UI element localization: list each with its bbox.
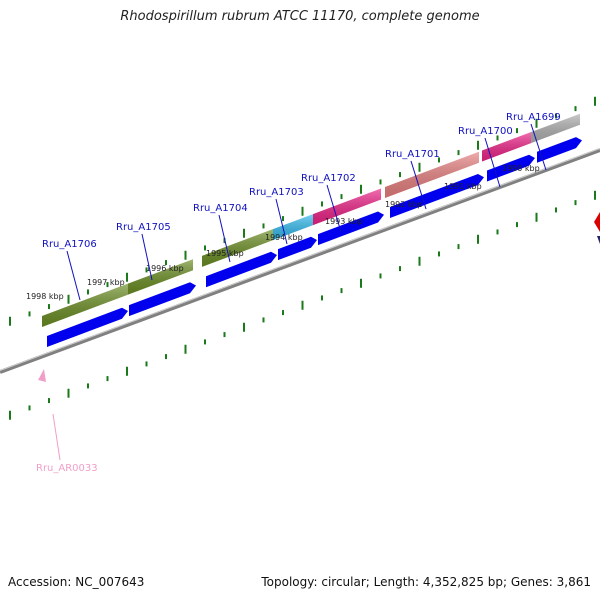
gene-label-leader: [410, 160, 427, 210]
kbp-label: 1991 kbp: [444, 182, 482, 191]
gene-label-leader: [326, 184, 342, 233]
cds-arrow-rru_a1706[interactable]: [47, 307, 128, 347]
gene-label-rru_a1705[interactable]: Rru_A1705: [116, 222, 171, 233]
gene-feature-shading: [202, 229, 273, 267]
upper-tick-ruler: [9, 96, 596, 326]
sequence-backbone: [0, 148, 600, 374]
backbone-highlight: [0, 148, 600, 371]
lower-tick-ruler: [9, 190, 596, 420]
gene-label-leader: [484, 137, 501, 188]
gene-label-leader: [141, 233, 153, 281]
kbp-label: 1992 kbp: [385, 200, 423, 209]
kbp-label: 1996 kbp: [146, 264, 184, 273]
gene-label-leader: [275, 198, 288, 245]
kbp-label: 1995 kbp: [206, 249, 244, 258]
gene-feature-shading: [128, 259, 193, 295]
rna-label-leader: [52, 413, 61, 461]
gene-feature-shading: [385, 151, 479, 199]
cds-arrow-rru_a1700[interactable]: [487, 154, 535, 182]
offscreen-feature-dark: [597, 236, 600, 244]
gene-label-leader: [530, 123, 547, 171]
gene-label-leader: [218, 214, 231, 263]
rna-label-rru_ar0033[interactable]: Rru_AR0033: [36, 463, 98, 474]
topology-label: Topology: circular; Length: 4,352,825 bp…: [261, 575, 591, 589]
gene-label-rru_a1703[interactable]: Rru_A1703: [249, 187, 304, 198]
cds-arrow-rru_a1705[interactable]: [129, 282, 196, 317]
kbp-label: 1997 kbp: [87, 278, 125, 287]
gene-label-rru_a1702[interactable]: Rru_A1702: [301, 173, 356, 184]
gene-label-rru_a1700[interactable]: Rru_A1700: [458, 126, 513, 137]
cds-arrow-rru_a1702[interactable]: [318, 211, 384, 246]
gene-label-rru_a1699[interactable]: Rru_A1699: [506, 112, 561, 123]
gene-label-rru_a1704[interactable]: Rru_A1704: [193, 203, 248, 214]
cds-arrow-rru_a1703[interactable]: [278, 236, 317, 261]
gene-feature-shading: [482, 132, 531, 162]
kbp-label: 1993 kbp: [325, 217, 363, 226]
gene-feature-shading: [531, 113, 580, 144]
gene-feature-shading: [313, 188, 381, 226]
offscreen-feature-red: [594, 212, 600, 232]
gene-feature-shading: [42, 283, 128, 327]
gene-label-rru_a1706[interactable]: Rru_A1706: [42, 239, 97, 250]
map-title: Rhodospirillum rubrum ATCC 11170, comple…: [120, 9, 480, 24]
rna-marker-rru_ar0033[interactable]: [38, 369, 46, 382]
cds-arrow-rru_a1699[interactable]: [537, 137, 582, 163]
accession-label: Accession: NC_007643: [8, 575, 145, 589]
cds-arrow-rru_a1704[interactable]: [206, 251, 277, 288]
kbp-label: 1990 kbp: [502, 164, 540, 173]
kbp-label: 1998 kbp: [26, 292, 64, 301]
cds-arrow-rru_a1701[interactable]: [390, 173, 484, 219]
gene-label-rru_a1701[interactable]: Rru_A1701: [385, 149, 440, 160]
kbp-label: 1994 kbp: [265, 233, 303, 242]
gene-feature-shading: [273, 214, 313, 241]
gene-label-leader: [66, 250, 81, 301]
